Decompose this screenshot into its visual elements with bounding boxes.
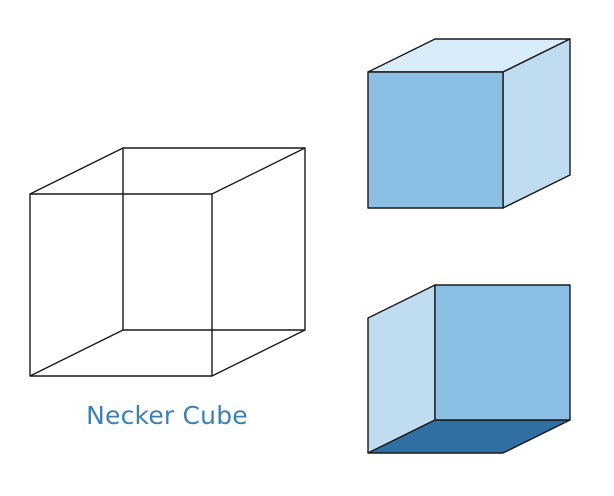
edge-top-right xyxy=(211,147,306,195)
edge-top-left xyxy=(29,147,124,195)
edge-bottom-left xyxy=(29,329,124,377)
edge-bottom-right xyxy=(211,329,306,377)
figure-caption: Necker Cube xyxy=(86,401,248,430)
cube-viewed-from-below xyxy=(367,284,571,454)
front-square xyxy=(29,193,213,377)
back-square xyxy=(122,147,306,331)
front-face xyxy=(367,71,504,209)
wireframe-necker-cube xyxy=(29,147,306,377)
cube-viewed-from-above xyxy=(367,38,571,209)
back-face xyxy=(434,284,571,421)
